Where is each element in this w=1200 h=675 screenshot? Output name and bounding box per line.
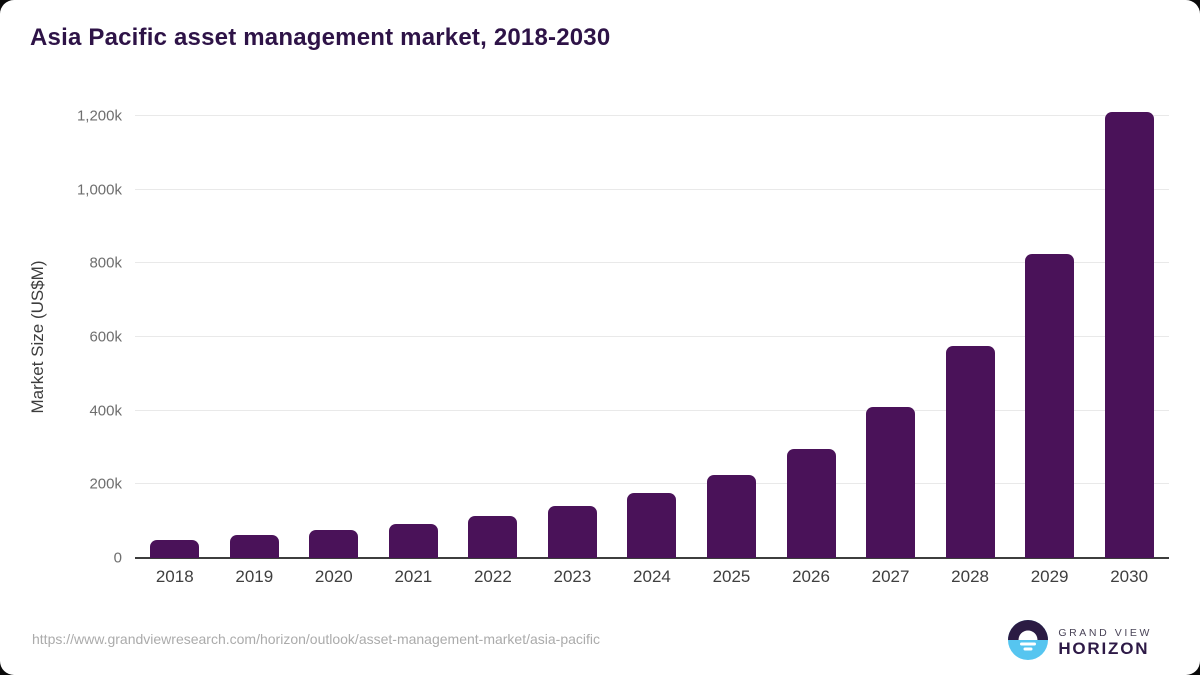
- x-tick-label-2018: 2018: [155, 567, 194, 586]
- y-tick-label: 800k: [89, 254, 122, 272]
- logo-text: GRAND VIEW HORIZON: [1058, 627, 1152, 659]
- chart-title: Asia Pacific asset management market, 20…: [30, 24, 611, 51]
- bar-column: [930, 116, 1010, 558]
- x-tick-label-2020: 2020: [314, 567, 353, 586]
- x-tick-label-2027: 2027: [871, 567, 910, 586]
- gridline-800k: [135, 262, 1169, 264]
- gridline-600k: [135, 336, 1169, 337]
- bar-column: [533, 116, 613, 558]
- bar-column: [692, 116, 772, 558]
- bar-2022: [468, 516, 518, 558]
- gridline-200k: [135, 483, 1169, 485]
- x-tick-label-2028: 2028: [951, 567, 989, 586]
- x-axis-labels: 2018 2019 2020 2021 2022 2023 2024 2025 2026 2027…: [135, 567, 1169, 587]
- bar-column: [294, 116, 374, 558]
- bar-2018: [150, 540, 200, 558]
- logo-product-name: HORIZON: [1058, 638, 1150, 658]
- bar-2020: [309, 529, 359, 558]
- horizon-logo-icon: [1008, 620, 1049, 665]
- x-tick-label-2029: 2029: [1030, 567, 1069, 586]
- y-tick-label: 600k: [89, 328, 122, 346]
- y-axis-labels: 0 200k 400k 600k 800k 1,000k 1,200k: [0, 108, 122, 567]
- y-tick-label: 1,200k: [76, 107, 122, 125]
- bar-column: [374, 116, 454, 558]
- bar-column: [1010, 116, 1090, 558]
- x-axis-line: [135, 557, 1169, 559]
- bar-2023: [547, 506, 597, 558]
- x-tick-label-2022: 2022: [473, 567, 512, 586]
- logo-brand-name: GRAND VIEW: [1058, 626, 1152, 639]
- bar-column: [135, 116, 215, 558]
- x-tick-label-2030: 2030: [1110, 567, 1149, 586]
- bar-2029: [1025, 254, 1075, 558]
- x-tick-label-2026: 2026: [792, 567, 830, 586]
- y-tick-label: 200k: [89, 475, 122, 493]
- y-tick-label: 400k: [89, 402, 122, 420]
- y-tick-label: 0: [113, 549, 122, 567]
- bar-2030: [1104, 112, 1154, 558]
- x-tick-label-2019: 2019: [235, 567, 274, 586]
- bar-2019: [229, 535, 279, 558]
- gridline-1,000k: [135, 188, 1169, 190]
- grand-view-horizon-logo: GRAND VIEW HORIZON: [1008, 620, 1152, 665]
- bar-2027: [866, 406, 916, 558]
- source-url: https://www.grandviewresearch.com/horizo…: [32, 631, 601, 647]
- bar-column: [215, 116, 295, 558]
- bar-2021: [388, 523, 438, 558]
- bar-column: [612, 116, 692, 558]
- bars-row: [135, 112, 1169, 558]
- x-tick-label-2023: 2023: [553, 567, 592, 586]
- x-tick-label-2025: 2025: [712, 567, 751, 586]
- bar-column: [453, 116, 533, 558]
- bar-2024: [627, 493, 677, 558]
- x-tick-label-2024: 2024: [633, 567, 671, 586]
- bar-column: [1089, 112, 1169, 558]
- bar-2028: [945, 345, 995, 558]
- bar-2025: [706, 474, 756, 558]
- plot-area: [135, 112, 1169, 559]
- y-tick-label: 1,000k: [76, 181, 122, 199]
- gridline-400k: [135, 409, 1169, 411]
- bar-column: [771, 116, 851, 558]
- bar-2026: [786, 448, 836, 558]
- bar-column: [851, 116, 931, 558]
- gridline-1,200k: [135, 115, 1169, 116]
- x-tick-label-2021: 2021: [394, 567, 433, 586]
